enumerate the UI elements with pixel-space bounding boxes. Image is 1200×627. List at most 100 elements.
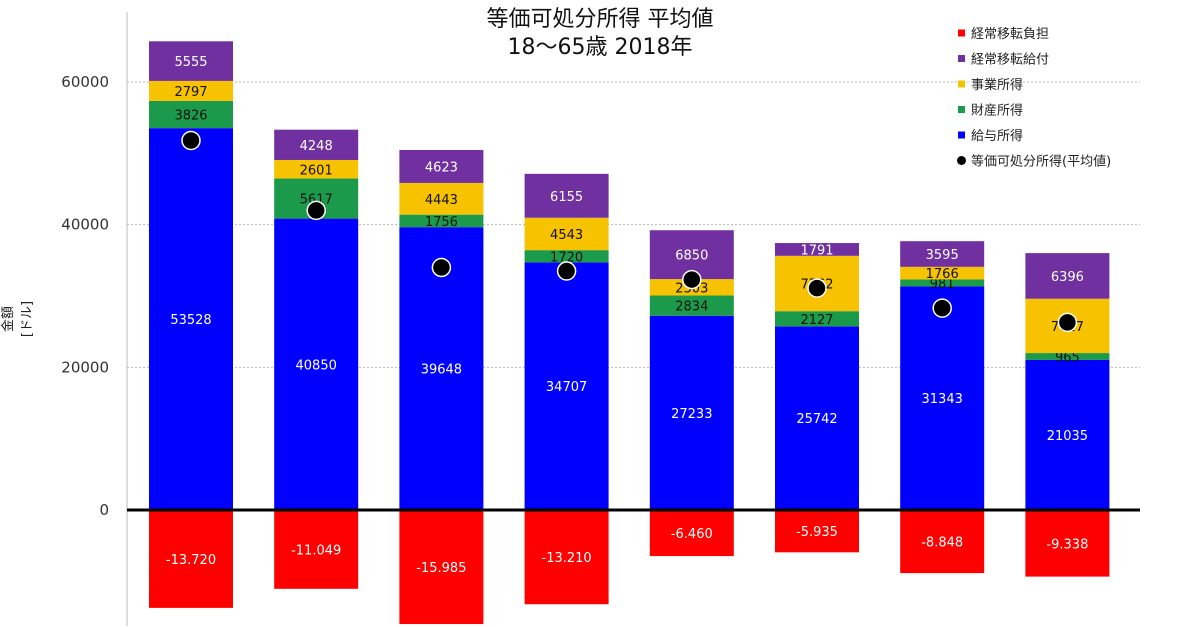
data-label: 6396 [1051,270,1084,285]
bar-segment [399,214,484,228]
data-label: 2797 [174,85,207,100]
legend-marker [958,55,965,62]
bar-segment [399,149,484,183]
data-label: 3595 [926,248,959,263]
y-tick-label: 0 [99,501,109,519]
average-marker [682,269,702,290]
data-label: 4543 [550,228,583,243]
data-label: 25742 [796,412,837,427]
legend-marker [958,29,965,37]
data-label: -6.460 [671,527,713,542]
bar-segment [775,326,859,510]
bar-segment [900,286,985,510]
average-marker [556,261,577,281]
bar-segment [149,100,233,129]
bar-segment [900,266,985,280]
bar-segment [775,510,859,553]
data-label: 53528 [170,313,211,328]
bar-segment [1025,510,1110,577]
bar-segment [900,241,985,267]
bar-segment [274,159,359,179]
legend-label: 財産所得 [971,103,1023,119]
bar-segment [524,173,609,218]
bar-segment [649,295,734,316]
chart-title-line-2: 18〜65歳 2018年 [507,35,693,60]
bar-segment [900,279,985,287]
bar-segment [524,217,609,251]
data-label: -13.210 [542,551,592,566]
legend-label: 事業所得 [971,77,1023,93]
data-label: 6155 [550,190,583,205]
data-label: 27233 [671,407,712,422]
bar-segment [399,510,484,625]
data-label: -9.338 [1046,537,1088,552]
bar-segment [649,510,734,557]
data-label: 2127 [800,313,833,328]
bar-segment [1025,353,1110,360]
data-label: -13.720 [166,553,216,568]
legend-label: 経常移転負担 [971,27,1049,42]
bar-segment [274,510,359,589]
average-marker [807,278,827,298]
legend-marker [957,156,966,165]
bar-segment [274,129,359,160]
data-label: 1766 [926,267,959,282]
chart-title-line-1: 等価可処分所得 平均値 [486,7,714,32]
bar-segment [524,262,609,510]
data-label: 4248 [300,139,333,154]
data-label: -8.848 [921,536,963,551]
y-tick-label: 60000 [61,73,109,91]
data-label: -15.985 [416,561,466,576]
data-label: 981 [930,277,955,292]
data-label: 2834 [675,300,708,315]
data-label: 5617 [300,193,333,208]
data-label: 3826 [174,109,207,124]
data-label: 6850 [675,249,708,264]
data-label: 40850 [296,358,337,373]
data-label: 1720 [550,250,583,265]
data-label: 21035 [1047,429,1088,444]
average-marker [306,200,326,221]
y-tick-label: 40000 [61,216,109,234]
bar-segment [274,218,359,510]
average-marker [431,257,452,278]
bar-segment [149,128,233,510]
bar-segment [1025,359,1110,510]
bar-segment [149,510,233,608]
y-tick-label: 20000 [61,358,109,376]
legend-marker [958,131,965,139]
bar-segment [149,41,233,81]
bar-segment [524,250,609,263]
data-label: 2601 [300,163,333,178]
legend-label: 経常移転給付 [971,53,1049,68]
bar-segment [775,243,859,256]
data-label: 4623 [425,160,458,175]
data-label: -5.935 [796,525,838,540]
y-axis-label: 金額 [ドル] [1,300,35,338]
chart-title: 等価可処分所得 平均値 18〜65歳 2018年 [0,6,1200,62]
legend-marker [958,80,965,88]
bar-segment [524,510,609,605]
data-label: 4443 [425,193,458,208]
average-marker [181,130,201,151]
data-label: 39648 [421,363,462,378]
bar-segment [149,80,233,101]
average-marker [932,298,952,318]
data-label: 34707 [546,380,587,395]
bar-segment [775,311,859,327]
data-label: 1756 [425,215,458,230]
data-label: 965 [1055,351,1080,366]
average-marker [1057,312,1078,333]
bar-segment [649,315,734,510]
data-label: 31343 [922,392,963,407]
data-label: 5555 [174,55,207,70]
bar-segment [399,182,484,215]
data-label: 1791 [800,243,833,258]
legend-label: 給与所得 [971,128,1023,144]
legend-label: 等価可処分所得(平均値) [971,154,1111,170]
data-label: -11.049 [291,543,341,558]
legend-marker [958,106,965,113]
bar-segment [1025,253,1110,299]
